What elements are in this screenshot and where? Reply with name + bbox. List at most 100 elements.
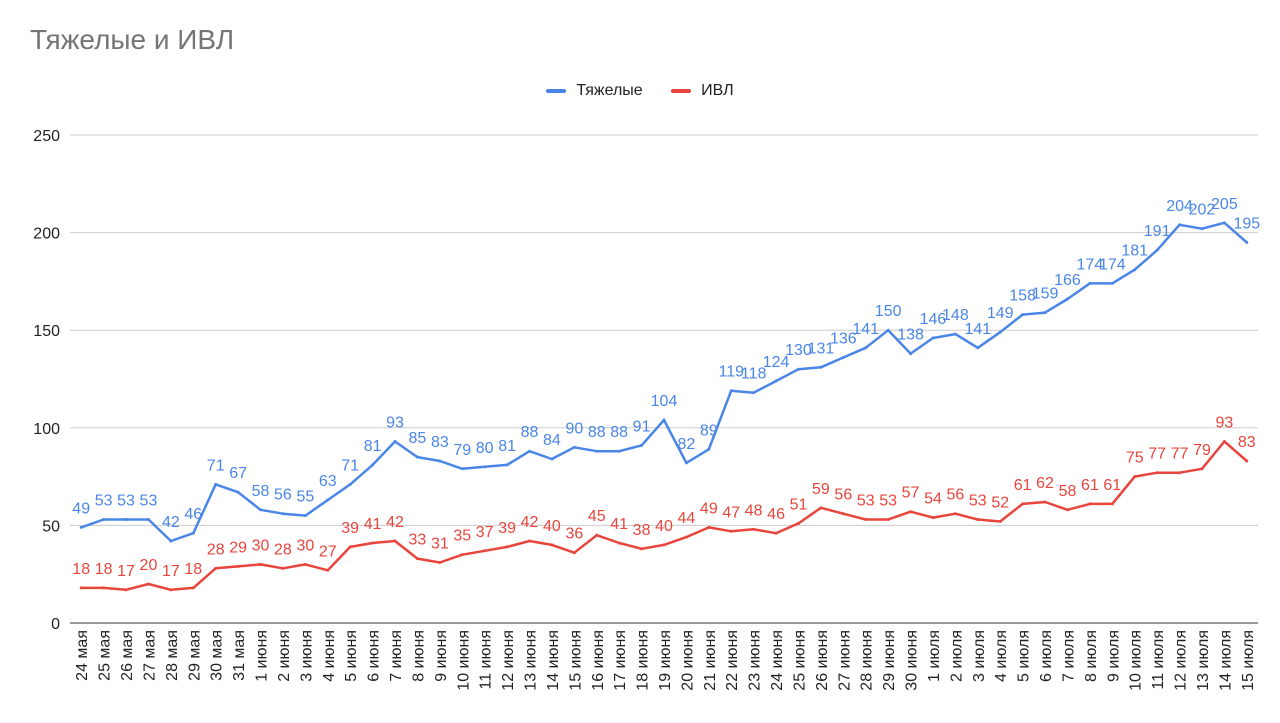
data-label-1: 62 <box>1036 475 1054 492</box>
data-label-1: 44 <box>678 510 696 527</box>
data-point-0 <box>909 352 913 356</box>
data-point-1 <box>1178 471 1182 475</box>
data-point-0 <box>259 508 263 512</box>
data-label-1: 54 <box>924 491 942 508</box>
x-tick-label: 11 июня <box>478 630 495 690</box>
x-tick-label: 25 июня <box>791 630 808 691</box>
data-point-1 <box>1043 500 1047 504</box>
data-label-0: 141 <box>964 321 991 338</box>
data-label-1: 17 <box>117 563 135 580</box>
data-point-0 <box>1065 297 1069 301</box>
data-label-0: 138 <box>897 327 924 344</box>
y-tick-label: 50 <box>42 518 60 535</box>
x-tick-label: 22 июня <box>724 630 741 691</box>
data-point-0 <box>1133 268 1137 272</box>
data-point-1 <box>617 541 621 545</box>
data-point-0 <box>415 455 419 459</box>
data-label-1: 30 <box>252 537 270 554</box>
data-point-1 <box>707 525 711 529</box>
x-tick-label: 12 июля <box>1173 630 1190 691</box>
x-tick-label: 8 июля <box>1083 630 1100 682</box>
data-label-1: 40 <box>543 518 561 535</box>
data-point-1 <box>102 586 106 590</box>
x-tick-label: 4 июля <box>993 630 1010 682</box>
data-point-0 <box>931 336 935 340</box>
data-point-0 <box>460 467 464 471</box>
data-label-1: 18 <box>72 561 90 578</box>
data-point-1 <box>348 545 352 549</box>
data-point-1 <box>281 566 285 570</box>
data-label-1: 39 <box>498 520 516 537</box>
data-point-1 <box>796 521 800 525</box>
data-point-1 <box>169 588 173 592</box>
y-tick-label: 200 <box>33 226 60 243</box>
data-point-0 <box>550 457 554 461</box>
data-label-1: 52 <box>991 494 1009 511</box>
data-label-1: 49 <box>700 500 718 517</box>
x-tick-label: 24 июня <box>769 630 786 691</box>
y-tick-label: 100 <box>33 421 60 438</box>
data-point-1 <box>1021 502 1025 506</box>
data-label-1: 83 <box>1238 434 1256 451</box>
data-label-0: 104 <box>651 393 678 410</box>
data-label-0: 88 <box>588 424 606 441</box>
data-label-0: 174 <box>1077 256 1104 273</box>
data-label-1: 28 <box>274 541 292 558</box>
data-point-1 <box>1245 459 1249 463</box>
data-label-1: 56 <box>946 487 964 504</box>
legend-item-ventilator: ИВЛ <box>671 82 734 100</box>
data-point-0 <box>79 525 83 529</box>
data-point-0 <box>505 463 509 467</box>
x-tick-label: 31 мая <box>231 630 248 681</box>
data-label-1: 53 <box>879 493 897 510</box>
x-tick-label: 16 июня <box>590 630 607 691</box>
data-point-0 <box>998 330 1002 334</box>
data-label-0: 83 <box>431 434 449 451</box>
data-label-1: 79 <box>1193 442 1211 459</box>
data-point-0 <box>169 539 173 543</box>
x-tick-label: 30 мая <box>209 630 226 681</box>
data-point-1 <box>214 566 218 570</box>
data-point-0 <box>1245 240 1249 244</box>
data-label-0: 181 <box>1121 243 1148 260</box>
data-label-1: 28 <box>207 541 225 558</box>
data-label-0: 88 <box>610 424 628 441</box>
x-tick-label: 15 июля <box>1240 630 1257 691</box>
x-tick-label: 7 июля <box>1060 630 1077 682</box>
data-label-1: 27 <box>319 543 337 560</box>
data-label-1: 18 <box>184 561 202 578</box>
data-point-1 <box>236 564 240 568</box>
data-point-1 <box>528 539 532 543</box>
data-label-1: 61 <box>1103 477 1121 494</box>
data-point-0 <box>1110 281 1114 285</box>
data-point-1 <box>303 562 307 566</box>
x-tick-label: 3 июня <box>298 630 315 682</box>
y-tick-label: 0 <box>51 616 60 633</box>
data-point-1 <box>483 549 487 553</box>
data-label-0: 195 <box>1233 215 1260 232</box>
data-point-1 <box>79 586 83 590</box>
data-label-0: 88 <box>521 424 539 441</box>
data-label-1: 75 <box>1126 450 1144 467</box>
data-point-0 <box>1222 221 1226 225</box>
data-point-1 <box>1065 508 1069 512</box>
data-point-1 <box>505 545 509 549</box>
data-label-0: 85 <box>409 430 427 447</box>
series-line-1 <box>81 440 1248 592</box>
data-point-0 <box>640 443 644 447</box>
data-point-1 <box>752 527 756 531</box>
data-label-0: 63 <box>319 473 337 490</box>
data-label-0: 67 <box>229 465 247 482</box>
x-tick-label: 14 июля <box>1217 630 1234 691</box>
data-label-0: 80 <box>476 440 494 457</box>
x-tick-label: 4 июня <box>321 630 338 682</box>
data-label-1: 37 <box>476 524 494 541</box>
data-label-0: 191 <box>1144 223 1171 240</box>
data-label-0: 141 <box>852 321 879 338</box>
data-label-1: 48 <box>745 502 763 519</box>
data-label-1: 40 <box>655 518 673 535</box>
data-point-1 <box>1155 471 1159 475</box>
data-label-0: 58 <box>252 483 270 500</box>
data-label-1: 77 <box>1148 446 1166 463</box>
legend-label-ventilator: ИВЛ <box>701 82 734 99</box>
